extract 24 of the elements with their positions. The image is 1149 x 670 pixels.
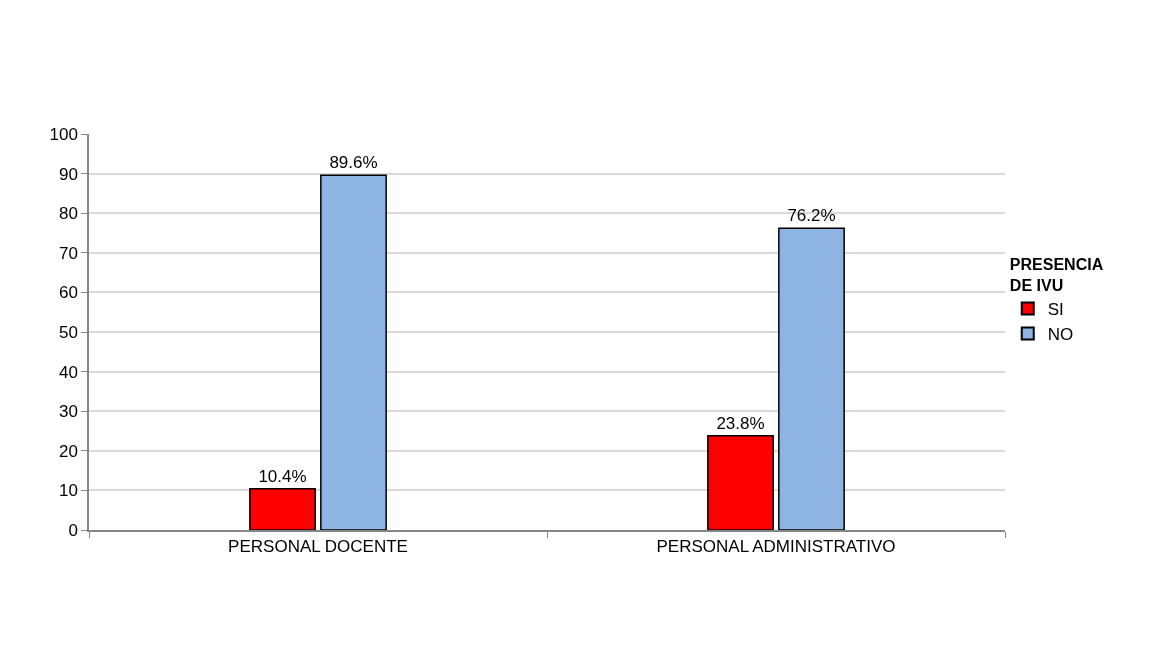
y-tick-label: 50 (58, 322, 78, 342)
bar (778, 227, 845, 530)
legend-label: NO (1047, 325, 1074, 345)
bar (707, 435, 774, 530)
x-tick-label: PERSONAL DOCENTE (228, 537, 408, 557)
y-tick-label: 30 (58, 402, 78, 422)
y-tick-label: 100 (49, 124, 78, 144)
y-tick-label: 0 (68, 520, 78, 540)
y-tick-label: 60 (58, 283, 78, 303)
x-tick-label: PERSONAL ADMINISTRATIVO (656, 537, 896, 557)
bar (249, 488, 316, 530)
y-tick-label: 70 (58, 243, 78, 263)
y-tick-label: 10 (58, 481, 78, 501)
legend-title: PRESENCIA DE IVU (1009, 256, 1104, 294)
y-tick-label: 90 (58, 164, 78, 184)
y-tick-label: 80 (58, 204, 78, 224)
bar (320, 174, 387, 530)
y-tick-label: 20 (58, 441, 78, 461)
y-tick-label: 40 (58, 362, 78, 382)
data-label: 10.4% (258, 466, 307, 486)
data-label: 89.6% (329, 153, 378, 173)
legend-label: SI (1047, 300, 1064, 320)
data-label: 23.8% (716, 413, 765, 433)
data-label: 76.2% (787, 206, 836, 226)
